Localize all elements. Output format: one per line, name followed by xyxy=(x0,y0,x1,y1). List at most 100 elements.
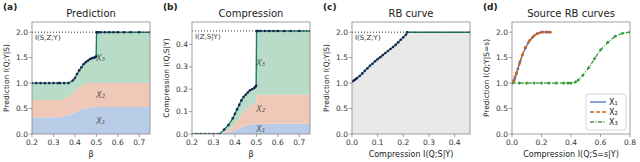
point xyxy=(532,81,536,85)
y-tick xyxy=(29,57,32,58)
line xyxy=(512,32,549,83)
annotation: I(S,Z;Y) xyxy=(35,34,61,42)
point xyxy=(515,72,518,75)
y-tick xyxy=(509,108,512,109)
point xyxy=(540,81,544,85)
y-tick xyxy=(29,83,32,84)
point xyxy=(361,72,364,75)
point xyxy=(374,60,377,63)
point xyxy=(581,74,585,78)
x-tick xyxy=(139,134,140,137)
x-tick xyxy=(377,134,378,137)
title: RB curve xyxy=(388,8,433,19)
reference-line xyxy=(32,32,150,33)
point xyxy=(521,54,524,57)
point xyxy=(84,61,87,64)
legend-label: X₁ xyxy=(609,98,618,107)
y-tick-label: 0.4 xyxy=(176,40,188,49)
y-tick xyxy=(189,66,192,67)
y-tick xyxy=(509,32,512,33)
point xyxy=(78,69,81,72)
x-tick xyxy=(512,134,513,137)
y-tick xyxy=(349,57,352,58)
legend-swatch xyxy=(590,121,606,122)
band-label: X₁ xyxy=(95,117,105,126)
point xyxy=(562,81,566,85)
point xyxy=(364,70,367,73)
panel: (c)RB curveI(S,Z;Y)0.00.10.20.30.40.00.5… xyxy=(322,2,471,159)
x-tick xyxy=(53,134,54,137)
line xyxy=(512,32,550,83)
point xyxy=(546,31,549,34)
band-label: X₁ xyxy=(255,125,265,134)
annotation: I(Z,S|Y) xyxy=(195,33,221,41)
panel: (b)CompressionI(Z,S|Y)X₁X₂X₃0.20.30.40.5… xyxy=(162,2,311,159)
x-tick xyxy=(32,134,33,137)
y-tick-label: 2.0 xyxy=(336,28,348,37)
point xyxy=(397,41,400,44)
y-tick-label: 2.0 xyxy=(16,28,28,37)
point xyxy=(231,117,234,120)
point xyxy=(569,81,573,85)
x-tick xyxy=(600,134,601,137)
point xyxy=(35,82,38,85)
point xyxy=(246,91,249,94)
legend-label: X₃ xyxy=(609,118,618,127)
x-tick-label: 0.7 xyxy=(293,138,305,147)
x-tick-label: 0.4 xyxy=(565,138,577,147)
point xyxy=(384,52,387,55)
y-tick-label: 0.0 xyxy=(176,130,188,139)
plot-area xyxy=(192,30,310,134)
point xyxy=(59,82,62,85)
point xyxy=(242,96,245,99)
point xyxy=(402,36,405,39)
x-tick xyxy=(192,134,193,137)
x-tick-label: 0.6 xyxy=(272,138,284,147)
band-label: X₂ xyxy=(255,105,265,114)
x-tick xyxy=(541,134,542,137)
panel-label: (d) xyxy=(483,2,498,12)
legend-box xyxy=(586,94,626,130)
point xyxy=(577,78,581,82)
y-tick xyxy=(509,57,512,58)
y-tick xyxy=(509,134,512,135)
point xyxy=(389,48,392,51)
panel-label: (b) xyxy=(163,2,178,12)
point xyxy=(512,79,515,82)
point xyxy=(238,104,241,107)
x-tick xyxy=(630,134,631,137)
x-tick xyxy=(299,134,300,137)
y-tick-label: 0.1 xyxy=(176,107,188,116)
plot-area xyxy=(32,31,150,134)
y-tick-label: 0.5 xyxy=(496,104,508,113)
x-tick xyxy=(74,134,75,137)
point xyxy=(255,85,258,88)
y-axis-label: Prediction I(Q;Y|S) xyxy=(322,44,331,112)
point xyxy=(356,77,359,80)
point xyxy=(392,46,395,49)
x-tick-label: 0.3 xyxy=(47,138,59,147)
point xyxy=(574,80,578,84)
plot-area xyxy=(352,31,470,134)
x-tick xyxy=(96,134,97,137)
y-tick-label: 0.2 xyxy=(176,85,188,94)
y-axis-label: Prediction I(Q;Y|S) xyxy=(2,44,11,112)
point xyxy=(518,62,521,65)
x-tick xyxy=(352,134,353,137)
point xyxy=(44,82,47,85)
x-tick-label: 0.4 xyxy=(69,138,81,147)
point xyxy=(524,46,527,49)
point xyxy=(405,33,408,36)
y-tick-label: 1.5 xyxy=(336,53,348,62)
x-axis-label: β xyxy=(248,150,253,159)
x-tick-label: 0.7 xyxy=(133,138,145,147)
title: Prediction xyxy=(66,8,116,19)
point xyxy=(387,50,390,53)
point xyxy=(606,41,610,45)
legend-swatch xyxy=(590,111,606,112)
panel-label: (c) xyxy=(323,2,337,12)
x-tick-label: 0.2 xyxy=(536,138,548,147)
title: Source RB curves xyxy=(527,8,615,19)
y-tick xyxy=(29,108,32,109)
legend-swatch xyxy=(590,101,606,102)
